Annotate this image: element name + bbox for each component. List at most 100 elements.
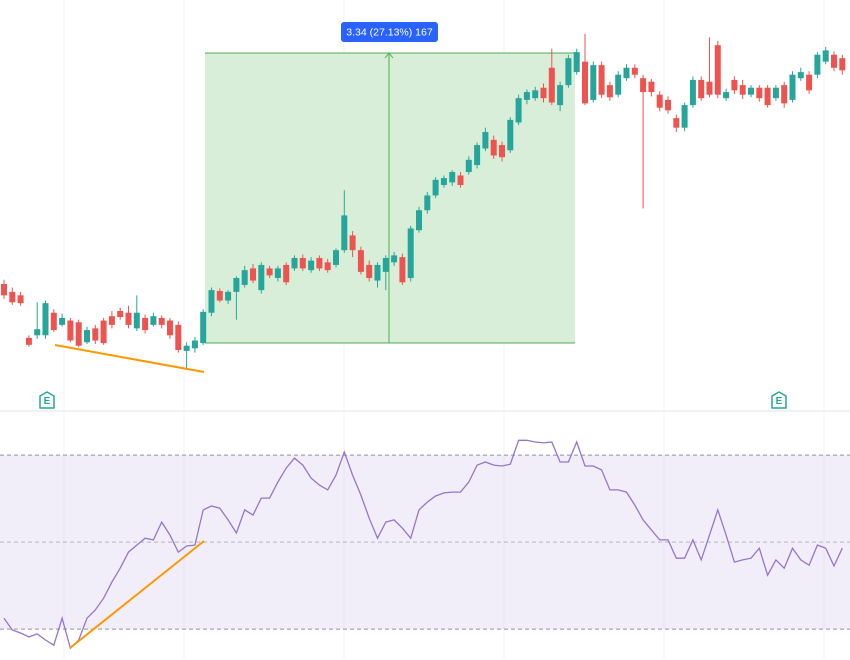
candle-body <box>208 290 215 313</box>
candle-body <box>341 215 348 251</box>
candle-body <box>382 257 389 272</box>
candle-body <box>806 74 813 91</box>
candle-body <box>250 268 256 281</box>
measure-label-bg <box>341 22 438 42</box>
candle-body <box>640 78 647 93</box>
event-label: E <box>44 396 51 407</box>
candle-body <box>108 316 115 325</box>
candle-body <box>283 264 290 283</box>
candle-body <box>631 67 638 75</box>
candle-body <box>324 262 331 271</box>
candle-body <box>482 132 489 149</box>
candle-body <box>698 79 705 99</box>
rsi-line <box>3 439 843 650</box>
candle-body <box>557 85 564 106</box>
candle-body <box>1 284 7 296</box>
candle-body <box>756 87 763 99</box>
candle-body <box>299 257 306 269</box>
candle-body <box>142 317 149 331</box>
candle-body <box>714 45 721 95</box>
candle-body <box>167 320 173 336</box>
trend-line <box>54 344 205 373</box>
candle-body <box>781 85 788 104</box>
candle-body <box>92 328 99 341</box>
candle-body <box>706 81 713 95</box>
event-marker: E <box>39 391 55 409</box>
candle-body <box>84 330 90 343</box>
event-icon <box>39 391 55 409</box>
candle-body <box>333 250 339 265</box>
candle-body <box>565 58 572 86</box>
measure-box <box>205 53 575 343</box>
candle-body <box>731 79 738 91</box>
candle-body <box>465 159 472 172</box>
candle-body <box>598 65 605 95</box>
candle-body <box>183 345 190 351</box>
candle-body <box>241 270 248 285</box>
candle-body <box>258 264 265 291</box>
candle-body <box>490 139 497 156</box>
candle-body <box>523 92 530 100</box>
candle-body <box>75 322 82 346</box>
candle-body <box>158 317 165 325</box>
candle-body <box>25 337 32 345</box>
candle-body <box>274 268 281 278</box>
candle-body <box>225 291 232 301</box>
candle-body <box>449 171 456 183</box>
candle-body <box>125 312 132 325</box>
candle-body <box>590 65 597 100</box>
candle-body <box>399 257 406 283</box>
candle-body <box>366 264 373 278</box>
candle-body <box>532 90 539 99</box>
candle-body <box>291 257 298 269</box>
candle-body <box>648 81 655 93</box>
candle-body <box>623 67 630 79</box>
candle-body <box>17 295 24 304</box>
candle-body <box>424 195 431 211</box>
candle-body <box>689 79 696 106</box>
candle-body <box>133 312 140 329</box>
candle-body <box>723 92 730 99</box>
event-icon <box>771 391 787 409</box>
candles <box>1 33 846 371</box>
candle-body <box>822 50 829 62</box>
candle-body <box>772 87 779 99</box>
measure-arrow-head <box>384 52 394 59</box>
candle-body <box>100 320 107 344</box>
candle-body <box>457 175 464 186</box>
candle-body <box>407 228 414 278</box>
trend-line <box>69 540 205 649</box>
candle-body <box>42 303 49 336</box>
candle-body <box>50 312 57 331</box>
candle-body <box>67 320 74 341</box>
candle-body <box>440 178 447 186</box>
candle-body <box>216 290 223 301</box>
rsi-pane <box>0 439 850 650</box>
candle-body <box>349 235 356 251</box>
candle-body <box>573 52 580 73</box>
candle-body <box>764 87 771 106</box>
candle-body <box>748 87 754 95</box>
candle-body <box>814 54 821 75</box>
candle-body <box>175 324 182 351</box>
candle-body <box>150 316 157 325</box>
measure-label: 3.34 (27.13%) 167 <box>346 26 433 38</box>
candle-body <box>615 74 622 95</box>
event-label: E <box>776 396 783 407</box>
candle-body <box>606 85 613 98</box>
candle-body <box>548 67 555 103</box>
candle-body <box>308 260 315 271</box>
candle-body <box>34 329 41 336</box>
candle-body <box>9 291 16 303</box>
candle-body <box>432 179 439 196</box>
candle-body <box>474 145 481 166</box>
candle-body <box>59 317 66 325</box>
candle-body <box>665 99 671 111</box>
candle-body <box>117 310 124 318</box>
candle-body <box>739 85 746 95</box>
candle-body <box>357 250 364 272</box>
candle-body <box>233 277 240 292</box>
candle-body <box>507 119 514 151</box>
candle-body <box>200 311 207 344</box>
